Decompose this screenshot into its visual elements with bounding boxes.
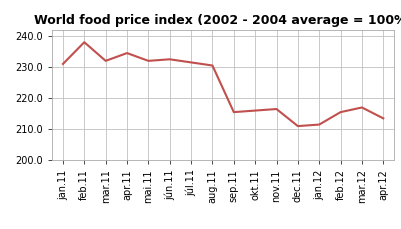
Title: World food price index (2002 - 2004 average = 100%): World food price index (2002 - 2004 aver… — [34, 14, 401, 27]
